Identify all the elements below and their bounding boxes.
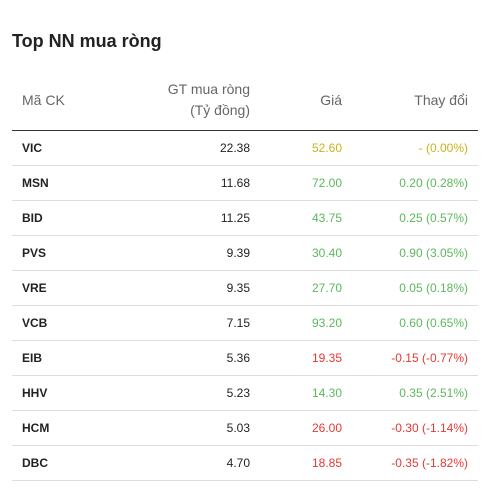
table-row[interactable]: HHV 5.23 14.30 0.35 (2.51%)	[12, 375, 478, 411]
cell-change: -0.15 (-0.77%)	[352, 340, 478, 376]
cell-change: - (0.00%)	[352, 130, 478, 166]
cell-price: 72.00	[260, 165, 352, 201]
table-row[interactable]: VIC 22.38 52.60- (0.00%)	[12, 130, 478, 166]
cell-symbol: PVS	[12, 235, 112, 271]
cell-net-buy: 11.68	[112, 165, 260, 201]
cell-price: 19.35	[260, 340, 352, 376]
cell-net-buy: 5.03	[112, 410, 260, 446]
cell-price: 30.40	[260, 235, 352, 271]
cell-net-buy: 11.25	[112, 200, 260, 236]
cell-symbol: VIC	[12, 130, 112, 166]
cell-symbol: HCM	[12, 410, 112, 446]
cell-net-buy: 7.15	[112, 305, 260, 341]
cell-change: 0.25 (0.57%)	[352, 200, 478, 236]
cell-price: 52.60	[260, 130, 352, 166]
cell-change: -0.30 (-1.14%)	[352, 410, 478, 446]
table-row[interactable]: VCB 7.15 93.20 0.60 (0.65%)	[12, 305, 478, 341]
cell-symbol: VRE	[12, 270, 112, 306]
cell-symbol: HHV	[12, 375, 112, 411]
net-buy-table: Mã CK GT mua ròng (Tỷ đồng) Giá Thay đổi…	[12, 70, 478, 481]
table-row[interactable]: HCM 5.03 26.00 -0.30 (-1.14%)	[12, 410, 478, 446]
cell-change: 0.20 (0.28%)	[352, 165, 478, 201]
cell-price: 93.20	[260, 305, 352, 341]
cell-change: 0.05 (0.18%)	[352, 270, 478, 306]
cell-change: 0.90 (3.05%)	[352, 235, 478, 271]
cell-price: 26.00	[260, 410, 352, 446]
table-row[interactable]: DBC 4.70 18.85 -0.35 (-1.82%)	[12, 445, 478, 481]
header-symbol: Mã CK	[12, 70, 112, 131]
cell-symbol: EIB	[12, 340, 112, 376]
table-row[interactable]: BID 11.25 43.75 0.25 (0.57%)	[12, 200, 478, 236]
cell-price: 43.75	[260, 200, 352, 236]
cell-net-buy: 5.36	[112, 340, 260, 376]
cell-change: -0.35 (-1.82%)	[352, 445, 478, 481]
widget-title: Top NN mua ròng	[12, 31, 162, 51]
header-net-buy: GT mua ròng (Tỷ đồng)	[112, 70, 260, 131]
cell-symbol: VCB	[12, 305, 112, 341]
table-row[interactable]: EIB 5.36 19.35 -0.15 (-0.77%)	[12, 340, 478, 376]
table-row[interactable]: MSN 11.68 72.00 0.20 (0.28%)	[12, 165, 478, 201]
cell-symbol: DBC	[12, 445, 112, 481]
cell-symbol: BID	[12, 200, 112, 236]
cell-net-buy: 22.38	[112, 130, 260, 166]
cell-net-buy: 9.39	[112, 235, 260, 271]
cell-net-buy: 5.23	[112, 375, 260, 411]
cell-net-buy: 4.70	[112, 445, 260, 481]
header-net-buy-line1: GT mua ròng	[167, 81, 250, 97]
table-header-row: Mã CK GT mua ròng (Tỷ đồng) Giá Thay đổi	[12, 70, 478, 131]
cell-net-buy: 9.35	[112, 270, 260, 306]
cell-change: 0.60 (0.65%)	[352, 305, 478, 341]
cell-price: 14.30	[260, 375, 352, 411]
header-price: Giá	[260, 70, 352, 131]
table-row[interactable]: PVS 9.39 30.40 0.90 (3.05%)	[12, 235, 478, 271]
header-change: Thay đổi	[352, 70, 478, 131]
cell-price: 27.70	[260, 270, 352, 306]
table-row[interactable]: VRE 9.35 27.70 0.05 (0.18%)	[12, 270, 478, 306]
header-net-buy-line2: (Tỷ đồng)	[190, 102, 250, 118]
cell-change: 0.35 (2.51%)	[352, 375, 478, 411]
cell-price: 18.85	[260, 445, 352, 481]
cell-symbol: MSN	[12, 165, 112, 201]
